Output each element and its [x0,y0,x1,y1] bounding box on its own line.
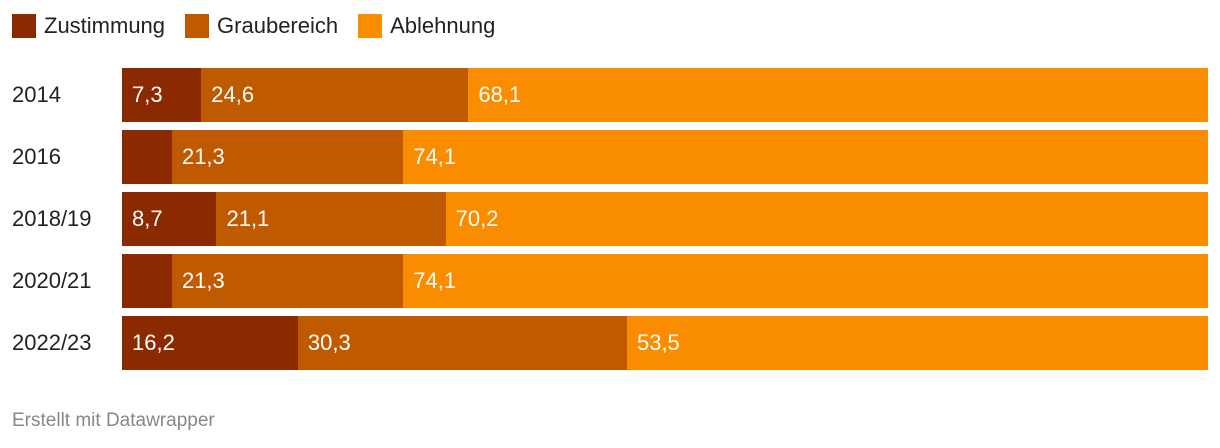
row-label: 2016 [12,144,61,169]
bar-segment: 74,1 [403,254,1208,308]
chart-legend: Zustimmung Graubereich Ablehnung [12,10,515,42]
bar-row: 21,3 74,1 [122,254,1208,308]
bar-segment: 74,1 [403,130,1208,184]
bar-segment [122,130,172,184]
legend-item: Ablehnung [358,13,495,39]
bar-row: 8,7 21,1 70,2 [122,192,1208,246]
bar-row: 16,2 30,3 53,5 [122,316,1208,370]
legend-item: Zustimmung [12,13,165,39]
data-label: 16,2 [132,330,175,355]
legend-swatch [185,14,210,38]
data-label: 7,3 [132,82,163,107]
bar-segment: 21,1 [216,192,446,246]
data-label: 21,1 [226,206,270,231]
data-label: 74,1 [413,144,457,169]
data-label: 70,2 [455,206,499,231]
bar-segment: 21,3 [171,254,404,308]
bar-segment: 24,6 [201,68,469,122]
bar-row: 7,3 24,6 68,1 [122,68,1208,122]
credit-footer: Erstellt mit Datawrapper [12,410,215,431]
data-label: 21,3 [181,268,225,293]
legend-label: Ablehnung [390,13,496,38]
data-label: 21,3 [181,144,225,169]
bar-segment: 7,3 [122,68,202,122]
bar-segment: 68,1 [468,68,1208,122]
data-label: 24,6 [211,82,255,107]
data-label: 74,1 [413,268,457,293]
row-label: 2022/23 [12,330,92,355]
legend-swatch [358,14,383,38]
data-label: 53,5 [636,330,680,355]
data-label: 30,3 [307,330,351,355]
bar-segment: 8,7 [122,192,217,246]
legend-label: Graubereich [217,13,339,38]
row-label: 2018/19 [12,206,92,231]
data-label: 8,7 [132,206,163,231]
legend-swatch [12,14,36,38]
bar-segment [122,254,172,308]
row-label: 2020/21 [12,268,92,293]
legend-label: Zustimmung [44,13,166,38]
bar-row: 21,3 74,1 [122,130,1208,184]
bar-segment: 53,5 [626,316,1208,370]
legend-item: Graubereich [185,13,338,39]
data-label: 68,1 [478,82,522,107]
bar-segment: 30,3 [297,316,627,370]
row-label: 2014 [12,82,61,107]
bar-segment: 70,2 [445,192,1208,246]
bar-segment: 16,2 [122,316,298,370]
bar-segment: 21,3 [171,130,404,184]
